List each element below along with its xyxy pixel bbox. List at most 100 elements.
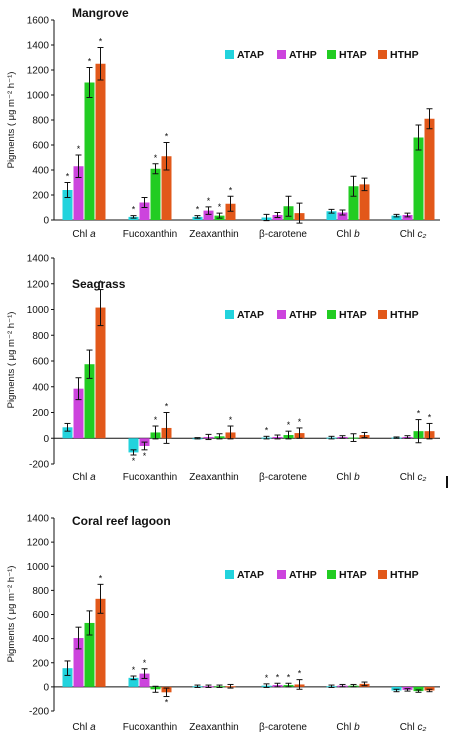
y-tick-label: 1000	[27, 305, 50, 316]
x-category-label: β-carotene	[259, 722, 307, 733]
bar-htap	[84, 82, 95, 220]
y-axis-label: Pigments ( μg m⁻² h⁻¹)	[6, 72, 17, 169]
x-category-label: Chl c₂	[400, 229, 427, 240]
legend-swatch-htap	[327, 50, 336, 59]
bar-atap	[62, 190, 73, 220]
y-tick-label: 1600	[27, 16, 50, 27]
significance-marker: *	[143, 451, 147, 461]
significance-marker: *	[88, 57, 92, 67]
bar-htap	[84, 622, 95, 687]
significance-marker: *	[265, 425, 269, 435]
y-tick-label: -200	[29, 460, 49, 471]
significance-marker: *	[229, 415, 233, 425]
legend-label-atap: ATAP	[237, 569, 264, 581]
bar-athp	[73, 388, 84, 439]
y-tick-label: 600	[32, 141, 49, 152]
bar-atap	[391, 686, 402, 691]
x-category-label: Zeaxanthin	[189, 229, 238, 240]
x-category-label: Chl b	[336, 229, 360, 240]
y-tick-label: 1400	[27, 514, 50, 525]
significance-marker: *	[298, 669, 302, 679]
bar-athp	[203, 210, 214, 220]
significance-marker: *	[287, 420, 291, 430]
x-category-label: β-carotene	[259, 229, 307, 240]
x-category-label: Fucoxanthin	[123, 722, 177, 733]
y-tick-label: 400	[32, 382, 49, 393]
chart-title: Seagrass	[72, 277, 126, 291]
y-tick-label: 800	[32, 586, 49, 597]
significance-marker: *	[165, 698, 169, 708]
bar-athp	[139, 673, 150, 687]
x-category-label: β-carotene	[259, 472, 307, 483]
bar-hthp	[95, 598, 106, 687]
significance-marker: *	[229, 185, 233, 195]
significance-marker: *	[132, 205, 136, 215]
x-category-label: Fucoxanthin	[123, 229, 177, 240]
significance-marker: *	[99, 279, 103, 289]
y-tick-label: 400	[32, 634, 49, 645]
bar-htap	[413, 137, 424, 220]
significance-marker: *	[276, 672, 280, 682]
legend-swatch-athp	[277, 570, 286, 579]
significance-marker: *	[77, 144, 81, 154]
significance-marker: *	[417, 409, 421, 419]
legend-swatch-atap	[225, 570, 234, 579]
x-category-label: Fucoxanthin	[123, 472, 177, 483]
significance-marker: *	[165, 132, 169, 142]
legend-swatch-htap	[327, 570, 336, 579]
legend-swatch-athp	[277, 50, 286, 59]
bar-athp	[73, 166, 84, 220]
y-tick-label: 200	[32, 408, 49, 419]
significance-marker: *	[428, 412, 432, 422]
significance-marker: *	[298, 417, 302, 427]
bar-athp	[402, 215, 413, 220]
significance-marker: *	[218, 202, 222, 212]
legend-label-hthp: HTHP	[390, 569, 419, 581]
x-category-label: Chl a	[72, 229, 96, 240]
bar-athp	[337, 212, 348, 220]
legend-label-atap: ATAP	[237, 309, 264, 321]
chart-panel-1: Mangrove Pigments ( μg m⁻² h⁻¹) 0 200 400 600…	[6, 6, 440, 240]
legend-label-atap: ATAP	[237, 49, 264, 61]
y-tick-label: 1400	[27, 41, 50, 52]
bar-atap	[62, 668, 73, 687]
y-axis-label: Pigments ( μg m⁻² h⁻¹)	[6, 312, 17, 409]
y-tick-label: 1200	[27, 279, 50, 290]
x-category-label: Zeaxanthin	[189, 722, 238, 733]
legend-swatch-hthp	[378, 50, 387, 59]
x-category-label: Chl b	[336, 472, 360, 483]
significance-marker: *	[265, 673, 269, 683]
bar-atap	[62, 427, 73, 439]
y-tick-label: -200	[29, 707, 49, 718]
x-category-label: Chl b	[336, 722, 360, 733]
y-tick-label: 1000	[27, 91, 50, 102]
significance-marker: *	[99, 573, 103, 583]
significance-marker: *	[143, 658, 147, 668]
significance-marker: *	[287, 672, 291, 682]
chart-title: Mangrove	[72, 6, 129, 20]
legend-swatch-athp	[277, 310, 286, 319]
y-tick-label: 1200	[27, 538, 50, 549]
x-category-label: Chl a	[72, 472, 96, 483]
x-category-label: Chl a	[72, 722, 96, 733]
y-tick-label: 1000	[27, 562, 50, 573]
significance-marker: *	[66, 172, 70, 182]
bar-htap	[84, 364, 95, 439]
y-tick-label: 1400	[27, 254, 50, 265]
y-tick-label: 600	[32, 357, 49, 368]
legend-label-athp: ATHP	[289, 309, 317, 321]
bar-atap	[128, 677, 139, 687]
y-tick-label: 800	[32, 331, 49, 342]
bar-htap	[348, 186, 359, 220]
y-tick-label: 200	[32, 658, 49, 669]
significance-marker: *	[207, 196, 211, 206]
significance-marker: *	[154, 153, 158, 163]
y-tick-label: 1200	[27, 66, 50, 77]
y-tick-label: 800	[32, 116, 49, 127]
y-tick-label: 600	[32, 610, 49, 621]
chart-panel-3: Coral reef lagoon Pigments ( μg m⁻² h⁻¹) -…	[6, 514, 440, 733]
x-category-label: Zeaxanthin	[189, 472, 238, 483]
bar-hthp	[359, 184, 370, 220]
bar-hthp	[424, 118, 435, 220]
legend-swatch-atap	[225, 50, 234, 59]
